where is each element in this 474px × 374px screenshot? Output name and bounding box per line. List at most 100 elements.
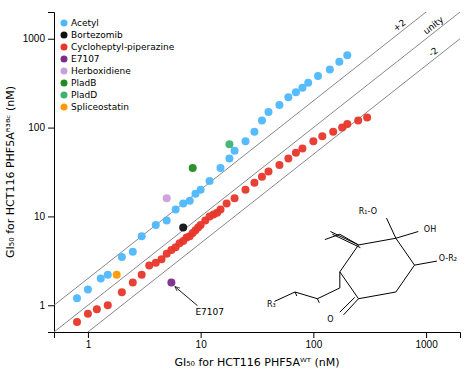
legend-item: PladD (61, 90, 98, 100)
legend-swatch (61, 80, 68, 87)
tick-mark (48, 39, 54, 40)
data-area (54, 12, 460, 332)
structure-label: R₃ (267, 300, 276, 309)
legend-swatch (61, 32, 68, 39)
reference-line (54, 12, 460, 305)
point (284, 93, 292, 101)
point (335, 58, 343, 66)
reference-label: +2 (391, 17, 408, 33)
point (73, 294, 81, 302)
point (163, 216, 171, 224)
legend-swatch (61, 44, 68, 51)
legend-swatch (61, 20, 68, 27)
legend-label: E7107 (71, 54, 100, 64)
annotation-arrow (175, 287, 198, 306)
structure-bond (295, 292, 317, 299)
legend-item: Spliceostatin (61, 102, 129, 112)
point (73, 318, 81, 326)
axis-line (55, 333, 461, 339)
structure-bond (295, 292, 297, 296)
point (309, 137, 317, 145)
structure-bond (415, 261, 437, 265)
point (258, 117, 266, 125)
point (231, 194, 239, 202)
legend-label: Spliceostatin (71, 102, 129, 112)
structure-bond (387, 218, 396, 238)
point (186, 197, 194, 205)
series (189, 164, 197, 172)
series (73, 51, 351, 302)
tick: 1 (86, 332, 92, 350)
legend-item: Bortezomib (61, 30, 123, 40)
point (241, 137, 249, 145)
point (118, 288, 126, 296)
point (104, 271, 112, 279)
point (304, 79, 312, 87)
legend-swatch (61, 56, 68, 63)
tick-mark (48, 216, 54, 217)
point (225, 154, 233, 162)
point (250, 128, 258, 136)
point (241, 186, 249, 194)
tick-mark (48, 128, 54, 129)
series (179, 224, 187, 232)
structure-bond (325, 234, 340, 239)
legend-label: Herboxidiene (71, 66, 131, 76)
structure-inset: OOHO-R₂R₁-OR₃ (267, 207, 457, 324)
reference-labels: +2unity-2 (391, 14, 446, 59)
structure-bond (330, 232, 358, 245)
tick-label: 1 (39, 300, 45, 311)
point (223, 199, 231, 207)
legend-item: E7107 (61, 54, 100, 64)
point (284, 154, 292, 162)
structure-label: O (327, 315, 333, 324)
legend-label: PladD (71, 90, 97, 100)
structure-bond (332, 234, 360, 247)
series (225, 140, 233, 148)
reference-line (54, 12, 460, 332)
point (258, 173, 266, 181)
point (118, 253, 126, 261)
chart: 11010010001101001000+2unity-2E7107Acetyl… (0, 0, 474, 374)
tick-label: 1 (86, 339, 92, 350)
point (189, 164, 197, 172)
point (363, 113, 371, 121)
point (84, 310, 92, 318)
structure-bond (396, 232, 418, 239)
point (138, 232, 146, 240)
point (343, 120, 351, 128)
series (167, 279, 175, 287)
legend-label: Bortezomib (71, 30, 123, 40)
axis-line (48, 13, 55, 333)
point (231, 147, 239, 155)
legend-label: Acetyl (71, 18, 99, 28)
point (314, 72, 322, 80)
structure-label: OH (424, 225, 436, 234)
tick-label: 10 (196, 339, 208, 350)
point (326, 66, 334, 74)
tick-label: 10 (34, 211, 46, 222)
tick-label: 100 (306, 339, 323, 350)
point (343, 51, 351, 59)
tick: 10 (34, 211, 54, 222)
x-axis: 1101001000 (55, 332, 461, 350)
structure-bond (339, 272, 340, 288)
structure-ring (340, 238, 415, 298)
point (206, 177, 214, 185)
tick-mark (426, 332, 427, 338)
point (172, 205, 180, 213)
point (129, 279, 137, 287)
tick: 1000 (23, 33, 54, 44)
point (104, 301, 112, 309)
structure-bond (340, 234, 359, 245)
tick: 100 (28, 122, 54, 133)
point (275, 161, 283, 169)
plot: 11010010001101001000+2unity-2E7107Acetyl… (23, 0, 461, 359)
structure-bond (274, 292, 295, 301)
point (354, 117, 362, 125)
tick: 1 (39, 300, 54, 311)
point (113, 271, 121, 279)
legend-item: Herboxidiene (61, 66, 132, 76)
point (163, 194, 171, 202)
legend-label: PladB (71, 78, 96, 88)
